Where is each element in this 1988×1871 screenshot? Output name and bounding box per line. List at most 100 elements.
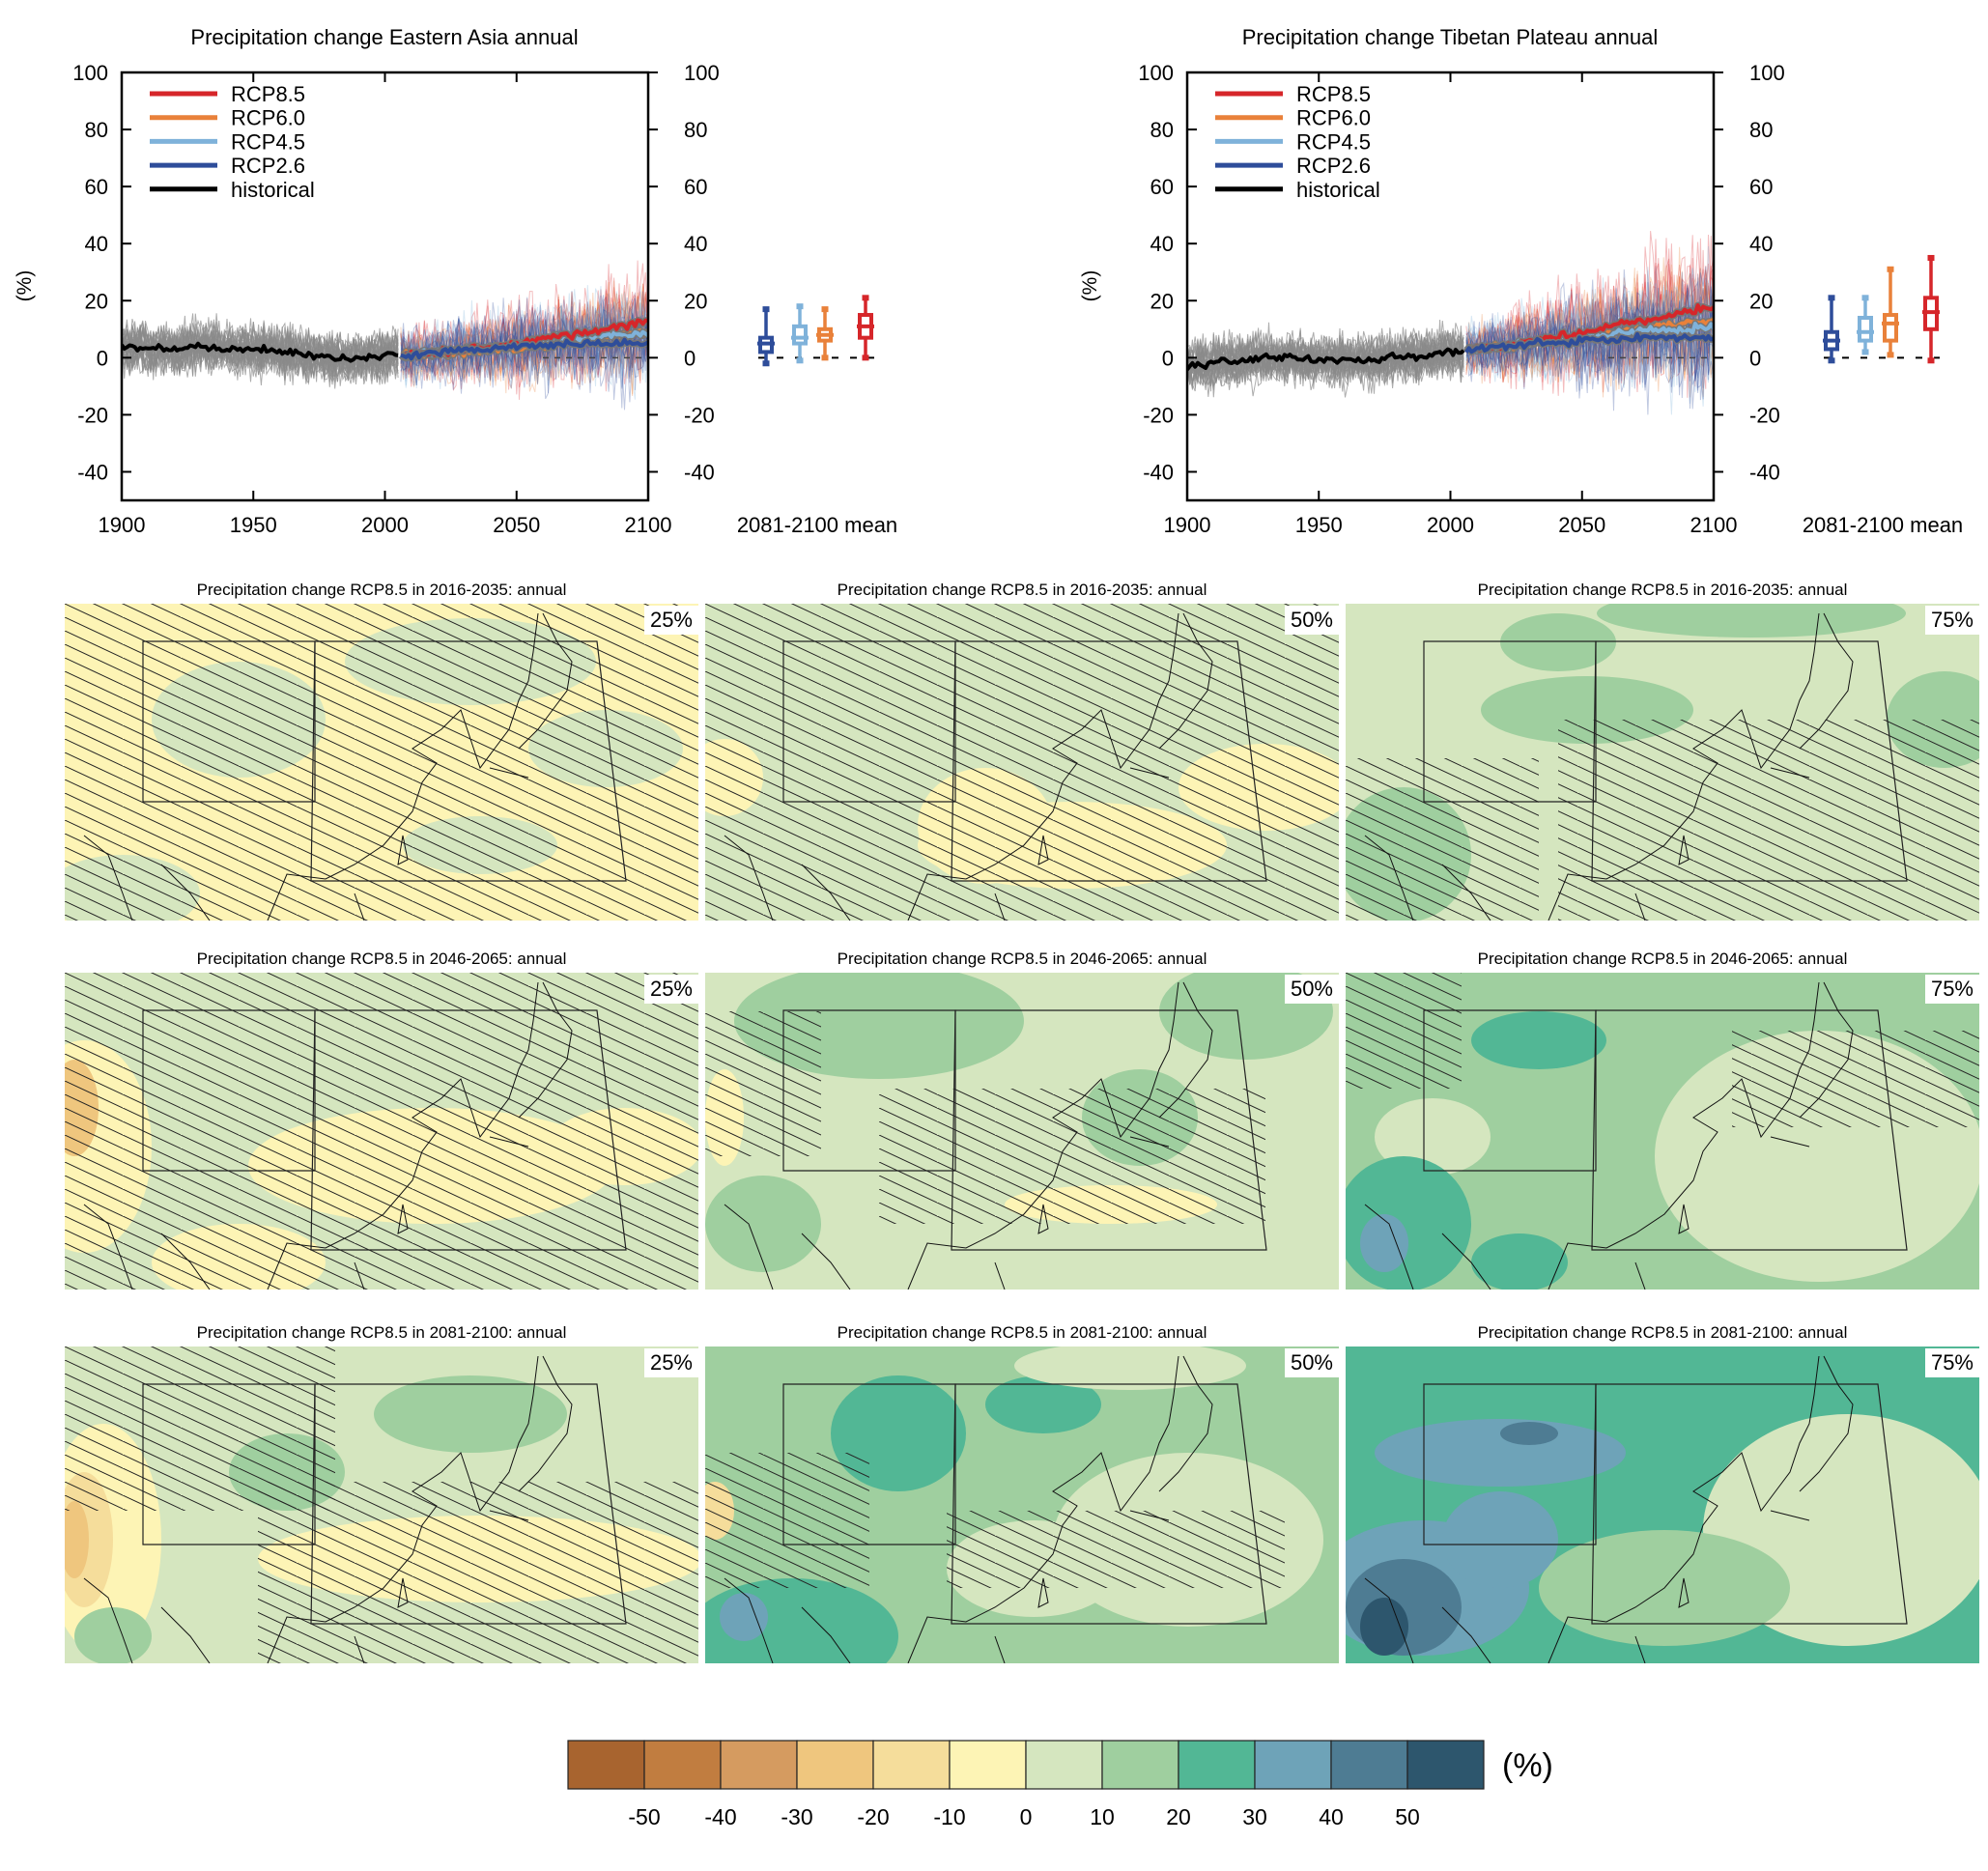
eastern-asia-box [310,640,627,882]
map-title: Precipitation change RCP8.5 in 2081-2100… [1477,1323,1848,1342]
y-tick-label-right: 80 [684,118,707,142]
colorbar-unit-label: (%) [1502,1747,1553,1784]
coastline [724,981,1213,1290]
boxplot-axis-label: 2081-2100 mean [737,513,897,537]
tibetan-plateau-box [782,1383,956,1545]
y-tick-label-right: 100 [1749,61,1785,85]
legend-label: historical [231,178,315,202]
tibetan-plateau-box [782,1009,956,1172]
coastline [724,612,1213,921]
precipitation-map [1346,604,1979,921]
scenario-model-line [400,304,648,383]
coastline [1364,612,1854,921]
x-tick-label: 2000 [1427,513,1474,537]
y-tick-label-left: 40 [1150,232,1174,256]
y-tick-label-right: 80 [1749,118,1773,142]
y-tick-label-right: -40 [1749,460,1780,484]
contour-region [720,1593,768,1641]
precipitation-map [65,604,698,921]
scenario-model-line [1465,274,1714,388]
scenario-model-line [400,301,648,388]
colorbar-swatch [872,1740,951,1790]
boxplot-rcp26 [1823,295,1840,364]
map-panel: Precipitation change RCP8.5 in 2081-2100… [1346,1323,1979,1663]
scenario-model-line [1465,246,1714,379]
hatching-region [1346,758,1539,921]
chart-title: Precipitation change Eastern Asia annual [190,25,578,49]
colorbar-swatch [796,1740,874,1790]
boxplot-axis-label: 2081-2100 mean [1803,513,1963,537]
colorbar-swatch [1025,1740,1103,1790]
contour-region [1442,1491,1558,1588]
scenario-model-line [400,260,648,388]
precipitation-map [705,973,1339,1290]
y-tick-label-right: -20 [1749,403,1780,427]
colorbar-swatch [643,1740,722,1790]
contour-region [1471,1011,1606,1069]
legend-label: RCP6.0 [231,106,305,130]
colorbar-tick-label: -30 [781,1804,812,1829]
x-tick-label: 2050 [1558,513,1605,537]
coastline [724,1355,1213,1663]
scenario-model-line [400,294,648,389]
eastern-asia-box [1591,1009,1908,1251]
coastline [83,981,573,1290]
map-title: Precipitation change RCP8.5 in 2046-2065… [837,950,1207,968]
hatching-region [879,1089,1265,1224]
eastern-asia-box [310,1009,627,1251]
colorbar-tick-label: 30 [1242,1804,1267,1829]
scenario-model-line [400,298,648,386]
contour-region [65,1501,89,1578]
scenario-model-line [1465,281,1714,415]
precipitation-map [705,1347,1339,1663]
map-title: Precipitation change RCP8.5 in 2081-2100… [196,1323,567,1342]
legend-label: RCP2.6 [1296,154,1371,178]
map-panel: Precipitation change RCP8.5 in 2081-2100… [705,1323,1339,1663]
contour-region [985,1375,1101,1433]
x-tick-label: 2100 [625,513,672,537]
contour-region [1360,1598,1408,1656]
x-tick-label: 2000 [361,513,409,537]
y-tick-label-left: 80 [1150,118,1174,142]
colorbar-swatch [1330,1740,1408,1790]
contour-region [1375,1419,1626,1487]
colorbar-swatch [1254,1740,1332,1790]
colorbar-swatch [949,1740,1027,1790]
precipitation-map [705,604,1339,921]
mean-line-rcp26 [400,337,648,361]
precipitation-map [1346,973,1979,1290]
colorbar-tick-label: -40 [704,1804,736,1829]
x-tick-label: 1950 [1295,513,1343,537]
x-tick-label: 1900 [1164,513,1211,537]
percentile-label: 75% [1924,606,1979,635]
colorbar-swatch [1101,1740,1179,1790]
y-tick-label-right: 40 [684,232,707,256]
map-panel: Precipitation change RCP8.5 in 2016-2035… [65,581,698,921]
hatching-region [1346,973,1462,1089]
tibetan-plateau-box [782,640,956,803]
eastern-asia-box [310,1383,627,1625]
y-tick-label-left: 100 [72,61,108,85]
scenario-model-line [400,283,648,392]
colorbar-tick-label: 50 [1395,1804,1420,1829]
y-tick-label-right: 20 [1749,289,1773,313]
legend-label: RCP4.5 [231,129,305,154]
eastern-asia-box [951,1009,1267,1251]
y-tick-label-left: 60 [1150,175,1174,199]
y-tick-label-left: 40 [85,232,108,256]
tibetan-plateau-box [1423,640,1597,803]
scenario-model-line [1465,265,1714,383]
coastline [1364,981,1854,1290]
historical-model-line [122,322,399,384]
contour-region [1500,1422,1558,1445]
map-title: Precipitation change RCP8.5 in 2016-2035… [837,581,1207,599]
y-tick-label-left: -40 [77,460,108,484]
precipitation-map [65,1347,698,1663]
eastern-asia-box [951,1383,1267,1625]
y-tick-label-left: -20 [1143,403,1174,427]
scenario-model-line [400,304,648,394]
legend-label: RCP2.6 [231,154,305,178]
percentile-label: 25% [643,975,698,1004]
scenario-model-line [1465,235,1714,385]
colorbar-tick-label: -20 [857,1804,889,1829]
